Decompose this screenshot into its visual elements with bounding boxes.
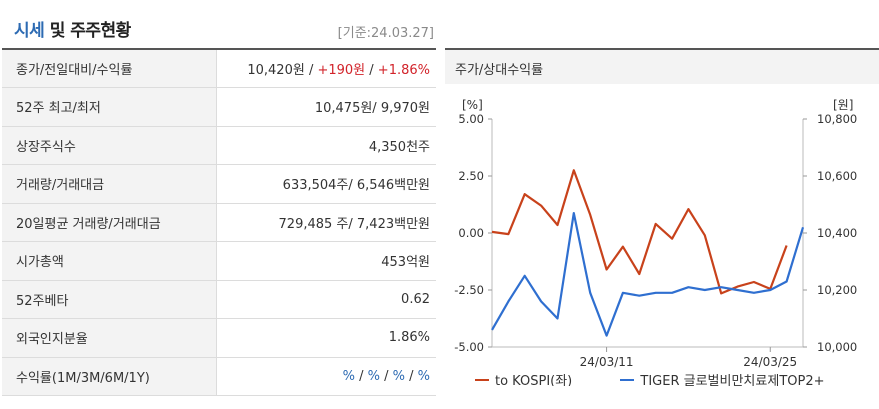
left-tick-label: -5.00 xyxy=(454,340,484,354)
table-row: 52주베타 0.62 xyxy=(2,280,436,319)
chart-header-label: 주가/상대수익률 xyxy=(455,63,544,78)
return-1m-link[interactable]: % xyxy=(342,368,355,384)
row-value: 10,420원 / +190원 / +1.86% xyxy=(216,48,436,88)
title-accent: 시세 xyxy=(14,21,45,41)
row-label: 20일평균 거래량/거래대금 xyxy=(2,203,217,242)
title-rest: 및 주주현황 xyxy=(44,21,132,41)
left-axis-unit: [%] xyxy=(462,98,483,112)
chart-panel: 주가/상대수익률 [%] [원] 5.00 10,800 2.50 10,600 0.00 1… xyxy=(445,48,879,409)
chart-header: 주가/상대수익률 xyxy=(445,48,879,84)
row-value: 4,350천주 xyxy=(216,126,436,165)
table-row: 거래량/거래대금 633,504주/ 6,546백만원 xyxy=(2,164,436,204)
table-row: 52주 최고/최저 10,475원/ 9,970원 xyxy=(2,87,436,127)
price-change: +190원 xyxy=(317,63,366,78)
separator: / xyxy=(404,368,418,384)
stock-info-panel: 시세 및 주주현황 [기준:24.03.27] 종가/전일대비/수익률 10,4… xyxy=(0,0,438,409)
legend-swatch xyxy=(475,378,489,381)
right-tick-label: 10,000 xyxy=(817,340,857,354)
base-date: [기준:24.03.27] xyxy=(337,26,434,41)
legend-label: to KOSPI(좌) xyxy=(495,374,573,386)
row-value: 0.62 xyxy=(216,280,436,319)
row-label: 52주 최고/최저 xyxy=(2,87,217,127)
row-value: 453억원 xyxy=(216,241,436,281)
row-value: 633,504주/ 6,546백만원 xyxy=(216,164,436,204)
table-row: 20일평균 거래량/거래대금 729,485 주/ 7,423백만원 xyxy=(2,203,436,242)
legend-item-tiger[interactable]: TIGER 글로벌비만치료제TOP2+ xyxy=(620,370,825,386)
return-rate: +1.86% xyxy=(377,63,430,78)
row-label: 52주베타 xyxy=(2,280,217,319)
row-label: 수익률(1M/3M/6M/1Y) xyxy=(2,357,217,396)
close-price: 10,420원 xyxy=(247,63,305,78)
row-value: 10,475원/ 9,970원 xyxy=(216,87,436,127)
chart-legend: to KOSPI(좌) TIGER 글로벌비만치료제TOP2+ xyxy=(475,370,879,386)
separator: / xyxy=(379,368,393,384)
left-tick-label: 5.00 xyxy=(458,112,484,126)
separator: / xyxy=(365,63,378,78)
separator: / xyxy=(354,368,368,384)
right-tick-label: 10,200 xyxy=(817,283,857,297)
x-tick-label: 24/03/11 xyxy=(580,355,634,369)
row-value: % / % / % / % xyxy=(216,357,436,396)
row-label: 외국인지분율 xyxy=(2,318,217,358)
x-tick-label: 24/03/25 xyxy=(743,355,797,369)
section-title: 시세 및 주주현황 xyxy=(14,21,131,41)
table-row: 종가/전일대비/수익률 10,420원 / +190원 / +1.86% xyxy=(2,48,436,88)
table-row: 상장주식수 4,350천주 xyxy=(2,126,436,165)
left-tick-label: 2.50 xyxy=(458,169,484,183)
relative-return-chart: [%] [원] 5.00 10,800 2.50 10,600 0.00 10,400 -2.5… xyxy=(454,98,857,369)
right-tick-label: 10,400 xyxy=(817,226,857,240)
separator: / xyxy=(304,63,318,78)
legend-item-kospi[interactable]: to KOSPI(좌) xyxy=(475,370,572,386)
return-3m-link[interactable]: % xyxy=(367,368,380,384)
row-label: 거래량/거래대금 xyxy=(2,164,217,204)
table-row: 시가총액 453억원 xyxy=(2,241,436,281)
legend-label: TIGER 글로벌비만치료제TOP2+ xyxy=(640,374,825,386)
right-axis-unit: [원] xyxy=(833,98,853,112)
stats-table: 종가/전일대비/수익률 10,420원 / +190원 / +1.86% 52주… xyxy=(2,48,436,396)
legend-swatch xyxy=(620,378,635,381)
row-value: 729,485 주/ 7,423백만원 xyxy=(216,203,436,242)
row-label: 시가총액 xyxy=(2,241,217,281)
right-tick-label: 10,600 xyxy=(817,169,857,183)
return-6m-link[interactable]: % xyxy=(392,368,405,384)
series-line-kospi xyxy=(491,169,788,295)
return-1y-link[interactable]: % xyxy=(417,368,430,384)
left-tick-label: -2.50 xyxy=(454,283,484,297)
section-header: 시세 및 주주현황 [기준:24.03.27] xyxy=(14,16,438,46)
table-row: 수익률(1M/3M/6M/1Y) % / % / % / % xyxy=(2,357,436,396)
table-row: 외국인지분율 1.86% xyxy=(2,318,436,358)
series-line-tiger xyxy=(491,212,805,337)
row-label: 상장주식수 xyxy=(2,126,217,165)
left-tick-label: 0.00 xyxy=(458,226,484,240)
row-value: 1.86% xyxy=(216,318,436,358)
right-tick-label: 10,800 xyxy=(817,112,857,126)
row-label: 종가/전일대비/수익률 xyxy=(2,48,217,88)
